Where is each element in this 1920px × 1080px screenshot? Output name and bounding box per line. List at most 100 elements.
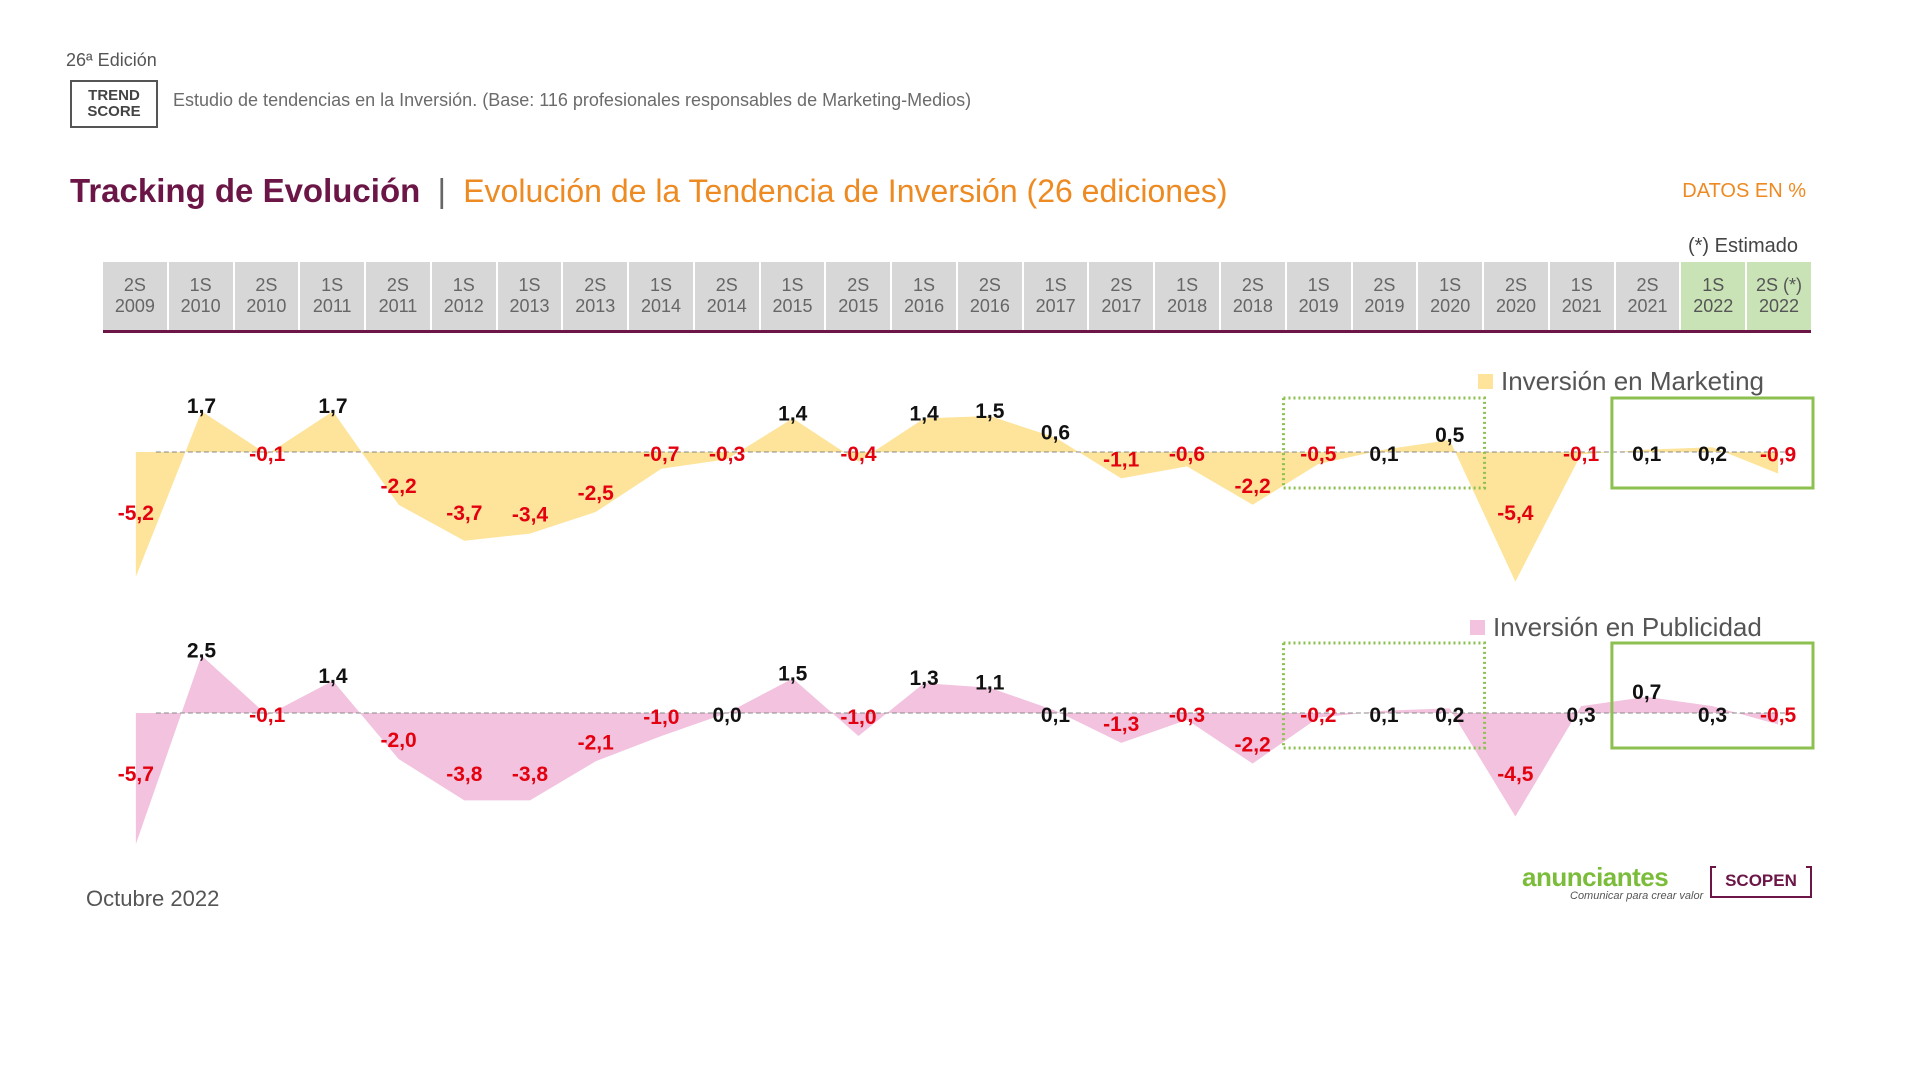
period-cell: 2S 2009: [103, 262, 167, 330]
period-half: 2S: [1373, 275, 1396, 295]
period-year: 2019: [1298, 296, 1339, 316]
legend-publicidad-swatch: [1470, 620, 1485, 635]
legend-marketing-label: Inversión en Marketing: [1501, 366, 1765, 396]
period-year: 2018: [1232, 296, 1273, 316]
data-label-marketing: -0,4: [840, 443, 877, 466]
data-label-marketing: -3,4: [512, 504, 549, 527]
period-cell: 1S 2018: [1155, 262, 1220, 330]
period-cell: 1S 2020: [1418, 262, 1483, 330]
period-year: 2021: [1561, 296, 1602, 316]
data-label-publicidad: -3,8: [512, 763, 549, 786]
period-cell: 1S 2021: [1549, 262, 1614, 330]
period-cell: 1S 2010: [168, 262, 233, 330]
data-label-publicidad: -2,2: [1235, 734, 1271, 757]
data-label-publicidad: 2,5: [187, 640, 217, 663]
period-cell: 2S 2014: [694, 262, 759, 330]
data-label-marketing: -2,5: [578, 482, 615, 505]
period-year: 2011: [312, 296, 352, 316]
period-half: 2S: [1241, 275, 1264, 295]
period-cell: 2S 2017: [1089, 262, 1154, 330]
data-label-publicidad: -0,3: [1169, 704, 1205, 727]
anunciantes-logo: anunciantes Comunicar para crear valor: [1522, 862, 1703, 902]
page-title: Tracking de Evolución | Evolución de la …: [70, 172, 1228, 210]
legend-marketing-swatch: [1478, 374, 1493, 389]
data-label-marketing: 1,5: [975, 400, 1005, 423]
study-subtitle: Estudio de tendencias en la Inversión. (…: [173, 90, 972, 110]
period-cell: 2S 2013: [563, 262, 628, 330]
title-separator: |: [437, 172, 447, 209]
data-label-marketing: -0,1: [1563, 443, 1600, 466]
data-label-marketing: -0,6: [1169, 443, 1205, 466]
data-label-marketing: 1,7: [187, 395, 216, 418]
period-cell: 1S 2015: [760, 262, 825, 330]
period-year: 2017: [1035, 296, 1076, 316]
period-cell: 1S 2011: [300, 262, 365, 330]
period-half: 1S: [1176, 275, 1199, 295]
logo-line1: TREND: [88, 87, 140, 104]
highlight-box-marketing-0: [1281, 396, 1487, 490]
period-cell: 1S 2022: [1681, 262, 1746, 330]
anunciantes-tagline: Comunicar para crear valor: [1570, 890, 1704, 902]
data-label-marketing: -0,7: [643, 443, 679, 466]
data-label-publicidad: -1,0: [840, 706, 876, 729]
period-half: 1S: [321, 275, 344, 295]
highlight-box-publicidad-0: [1281, 641, 1487, 750]
period-year: 2019: [1364, 296, 1405, 316]
period-half: 1S: [913, 275, 936, 295]
period-year: 2022: [1759, 296, 1800, 316]
data-label-marketing: 0,5: [1435, 424, 1465, 447]
period-half: 1S: [1702, 275, 1725, 295]
data-label-publicidad: -0,5: [1760, 704, 1797, 727]
period-half: 2S: [1110, 275, 1133, 295]
period-cell: 1S 2012: [431, 262, 496, 330]
data-label-publicidad: 0,0: [712, 704, 741, 727]
data-label-publicidad: -0,2: [1300, 704, 1336, 727]
period-half: 1S: [452, 275, 475, 295]
data-label-marketing: -3,7: [446, 502, 482, 525]
period-year: 2022: [1693, 296, 1734, 316]
period-year: 2020: [1495, 296, 1536, 316]
period-cell: 2S 2011: [366, 262, 430, 330]
period-year: 2009: [114, 296, 155, 316]
data-label-marketing: 0,1: [1369, 443, 1399, 466]
data-label-marketing: -1,1: [1103, 448, 1140, 471]
data-label-marketing: 1,4: [910, 402, 940, 425]
period-year: 2014: [640, 296, 682, 316]
period-half: 2S: [1504, 275, 1527, 295]
period-half: 1S: [1439, 275, 1462, 295]
period-year: 2011: [378, 296, 418, 316]
logo-line2: SCORE: [87, 103, 141, 120]
highlight-box-publicidad-1: [1610, 641, 1815, 750]
data-label-publicidad: -1,3: [1103, 713, 1139, 736]
data-label-publicidad: -4,5: [1497, 763, 1534, 786]
period-half: 2S: [255, 275, 278, 295]
data-label-publicidad: 0,2: [1435, 704, 1464, 727]
title-sub: Evolución de la Tendencia de Inversión (…: [463, 173, 1228, 209]
data-label-publicidad: -5,7: [118, 763, 154, 786]
period-cell: 2S 2016: [957, 262, 1022, 330]
data-label-publicidad: 0,1: [1041, 704, 1071, 727]
data-label-marketing: 1,4: [778, 402, 808, 425]
period-half: 1S: [649, 275, 673, 295]
period-half: 1S: [518, 275, 541, 295]
data-label-marketing: -0,5: [1300, 443, 1337, 466]
data-label-marketing: -0,1: [249, 443, 286, 466]
period-cell: 1S 2017: [1023, 262, 1088, 330]
period-year: 2015: [772, 296, 813, 316]
period-half: 1S: [189, 275, 212, 295]
highlight-box-marketing-1: [1610, 396, 1815, 490]
period-cell: 2S 2010: [234, 262, 299, 330]
data-label-publicidad: -1,0: [643, 706, 679, 729]
period-year: 2010: [180, 296, 221, 316]
period-half: 1S: [781, 275, 804, 295]
period-cell: 1S 2016: [892, 262, 956, 330]
period-year: 2020: [1430, 296, 1471, 316]
period-half: 2S: [386, 275, 409, 295]
period-cell: 1S 2014: [629, 262, 693, 330]
period-half: 2S: [715, 275, 738, 295]
legend-publicidad: Inversión en Publicidad: [1470, 612, 1762, 643]
period-half: 2S: [1636, 275, 1659, 295]
period-year: 2018: [1167, 296, 1208, 316]
edition-label: 26ª Edición: [66, 50, 157, 70]
